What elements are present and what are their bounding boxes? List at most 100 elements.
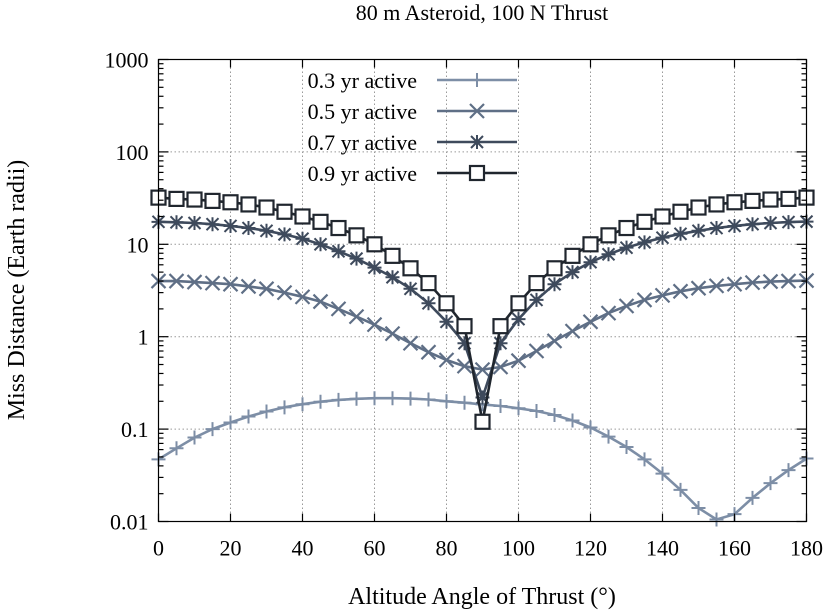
data-point-marker xyxy=(691,500,706,515)
axis-ticks: 0 20 40 60 80 100 120 140 160 180 0.01 0.1 1 10 100 100… xyxy=(105,48,824,561)
data-point-marker xyxy=(474,413,491,430)
data-point-marker xyxy=(169,441,184,456)
data-point-marker xyxy=(223,218,238,233)
data-point-marker xyxy=(438,352,455,368)
data-point-marker xyxy=(708,196,725,213)
data-point-marker xyxy=(600,227,617,244)
data-point-marker xyxy=(655,230,670,245)
series-1 xyxy=(151,391,814,527)
data-point-marker xyxy=(636,292,653,308)
legend-label: 0.3 yr active xyxy=(308,68,417,93)
data-point-marker xyxy=(529,403,544,418)
data-point-marker xyxy=(367,391,382,406)
data-point-marker xyxy=(241,409,256,424)
data-point-marker xyxy=(330,301,347,317)
data-point-marker xyxy=(637,452,652,467)
data-point-marker xyxy=(510,352,527,369)
data-point-marker xyxy=(618,298,635,314)
data-point-marker xyxy=(349,251,364,266)
legend-label: 0.9 yr active xyxy=(308,161,417,186)
data-point-marker xyxy=(241,221,256,236)
data-point-marker xyxy=(493,398,508,413)
data-point-marker xyxy=(223,415,238,430)
data-point-marker xyxy=(312,213,329,230)
plot-area xyxy=(150,189,815,527)
legend: 0.3 yr active 0.5 yr active 0.7 yr active 0… xyxy=(308,68,517,186)
data-point-marker xyxy=(726,194,743,211)
data-point-marker xyxy=(205,422,220,437)
data-point-marker xyxy=(420,344,437,360)
legend-label: 0.7 yr active xyxy=(308,130,417,155)
x-tick-label: 40 xyxy=(292,536,314,561)
data-point-marker xyxy=(331,244,346,259)
data-point-marker xyxy=(312,293,329,310)
data-point-marker xyxy=(403,281,418,296)
data-point-marker xyxy=(564,323,581,339)
series-2 xyxy=(150,272,815,378)
data-point-marker xyxy=(169,215,184,230)
data-point-marker xyxy=(331,392,346,407)
grid-lines xyxy=(158,59,807,522)
y-tick-label: 0.01 xyxy=(110,510,149,535)
data-point-marker xyxy=(510,295,527,312)
data-point-marker xyxy=(385,270,400,285)
data-point-marker xyxy=(546,260,563,277)
data-point-marker xyxy=(222,194,239,211)
legend-marker xyxy=(468,164,486,182)
data-point-marker xyxy=(367,260,382,275)
data-point-marker xyxy=(672,283,689,300)
data-point-marker xyxy=(745,217,760,232)
data-point-marker xyxy=(276,284,293,301)
data-point-marker xyxy=(240,278,257,295)
data-point-marker xyxy=(276,203,293,220)
data-point-marker xyxy=(168,273,185,289)
y-tick-label: 100 xyxy=(116,140,149,165)
data-point-marker xyxy=(619,440,634,455)
data-point-marker xyxy=(691,223,706,238)
data-point-marker xyxy=(781,215,796,230)
data-point-marker xyxy=(601,247,616,262)
data-point-marker xyxy=(673,226,688,241)
data-point-marker xyxy=(619,240,634,255)
data-point-marker xyxy=(474,361,491,378)
data-point-marker xyxy=(313,394,328,409)
data-point-marker xyxy=(402,335,419,351)
data-point-marker xyxy=(582,314,599,330)
data-point-marker xyxy=(780,190,797,207)
x-tick-label: 120 xyxy=(574,536,607,561)
data-point-marker xyxy=(763,216,778,231)
data-point-marker xyxy=(565,265,580,280)
y-tick-label: 1 xyxy=(138,325,149,350)
data-point-marker xyxy=(762,273,779,290)
data-point-marker xyxy=(204,275,221,291)
data-point-marker xyxy=(744,192,761,209)
data-point-marker xyxy=(547,408,562,423)
data-point-marker xyxy=(438,295,455,312)
series-3 xyxy=(151,214,814,405)
data-point-marker xyxy=(727,218,742,233)
series-line xyxy=(158,279,807,371)
data-point-marker xyxy=(294,208,311,225)
data-point-marker xyxy=(348,308,365,325)
legend-marker xyxy=(469,103,485,119)
data-point-marker xyxy=(654,208,671,225)
x-tick-label: 0 xyxy=(153,536,164,561)
data-point-marker xyxy=(186,274,203,290)
data-point-marker xyxy=(637,235,652,250)
legend-marker xyxy=(470,73,484,87)
data-point-marker xyxy=(655,466,670,481)
legend-marker xyxy=(470,135,484,149)
data-point-marker xyxy=(457,336,472,351)
x-axis-label: Altitude Angle of Thrust (°) xyxy=(348,584,616,610)
data-point-marker xyxy=(618,219,635,237)
data-point-marker xyxy=(763,476,778,491)
series-4 xyxy=(150,189,815,430)
x-tick-label: 20 xyxy=(220,536,242,561)
data-point-marker xyxy=(708,278,725,294)
data-point-marker xyxy=(168,190,185,207)
series-line xyxy=(158,196,807,423)
data-point-marker xyxy=(421,296,436,311)
y-tick-label: 1000 xyxy=(105,48,149,73)
data-point-marker xyxy=(744,274,761,291)
data-point-marker xyxy=(582,236,599,253)
